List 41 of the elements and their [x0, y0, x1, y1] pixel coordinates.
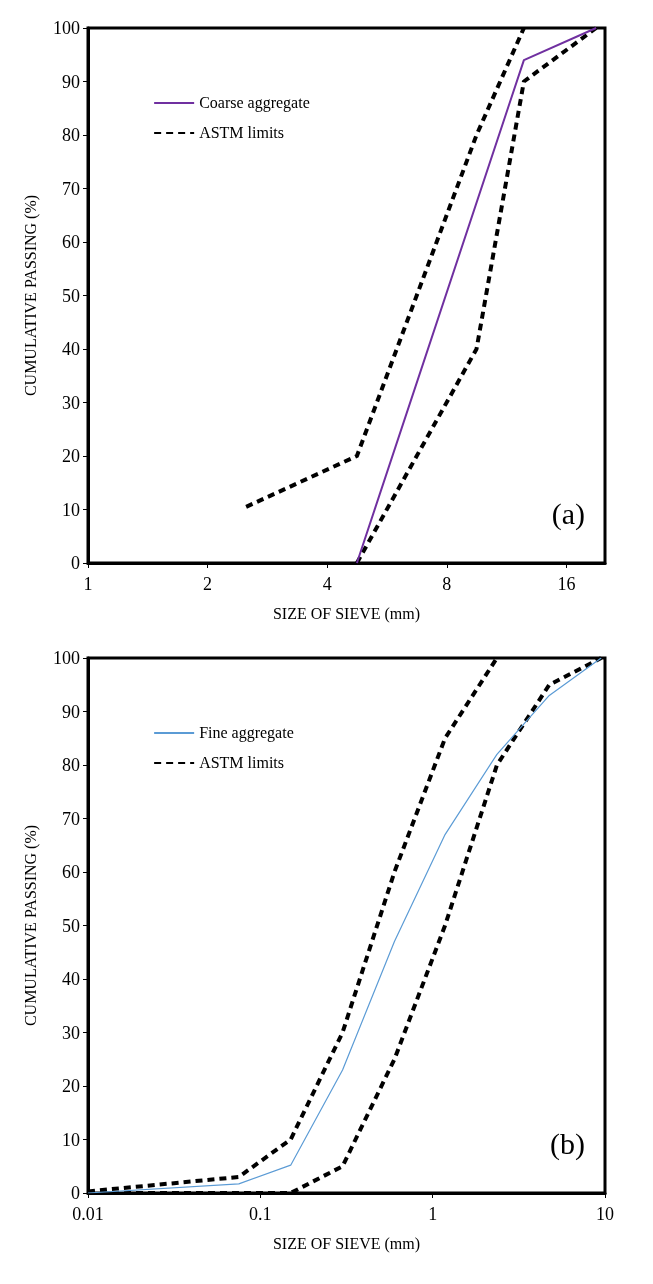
legend-label: Fine aggregate	[199, 724, 294, 743]
y-tick-label: 10	[62, 1129, 80, 1150]
y-tick-label: 100	[53, 18, 80, 38]
x-tick-label: 1	[83, 574, 93, 594]
y-tick-label: 20	[62, 446, 80, 466]
y-axis-title: CUMULATIVE PASSING (%)	[21, 194, 40, 397]
x-tick-label: 1	[428, 1204, 438, 1224]
legend-label: Coarse aggregate	[199, 94, 310, 113]
y-tick-label: 40	[62, 969, 80, 989]
x-tick-label: 2	[203, 574, 213, 594]
annotation: (b)	[550, 1126, 585, 1161]
x-tick-label: 0.01	[72, 1204, 104, 1224]
y-tick-label: 0	[71, 1183, 80, 1203]
x-tick-label: 16	[557, 574, 576, 594]
y-axis-title: CUMULATIVE PASSING (%)	[21, 824, 40, 1027]
y-tick-label: 80	[62, 755, 80, 775]
y-tick-label: 100	[53, 648, 80, 668]
legend-label: ASTM limits	[199, 754, 285, 772]
y-tick-label: 30	[62, 392, 80, 413]
x-tick-label: 8	[442, 574, 452, 594]
y-tick-label: 10	[62, 499, 80, 520]
y-tick-label: 40	[62, 339, 80, 359]
y-tick-label: 80	[62, 125, 80, 145]
y-tick-label: 70	[62, 808, 80, 829]
y-tick-label: 90	[62, 71, 80, 92]
y-tick-label: 50	[62, 285, 80, 306]
y-tick-label: 70	[62, 178, 80, 199]
y-tick-label: 30	[62, 1022, 80, 1043]
x-tick-label: 0.1	[249, 1204, 272, 1224]
y-tick-label: 50	[62, 915, 80, 936]
y-tick-label: 60	[62, 862, 80, 882]
y-tick-label: 60	[62, 232, 80, 252]
y-tick-label: 0	[71, 553, 80, 573]
y-tick-label: 20	[62, 1076, 80, 1096]
x-tick-label: 4	[322, 574, 332, 594]
y-tick-label: 90	[62, 701, 80, 722]
annotation: (a)	[551, 496, 585, 531]
x-axis-title: SIZE OF SIEVE (mm)	[272, 1234, 421, 1253]
x-tick-label: 10	[596, 1204, 614, 1224]
legend-label: ASTM limits	[199, 124, 285, 142]
x-axis-title: SIZE OF SIEVE (mm)	[272, 604, 421, 623]
